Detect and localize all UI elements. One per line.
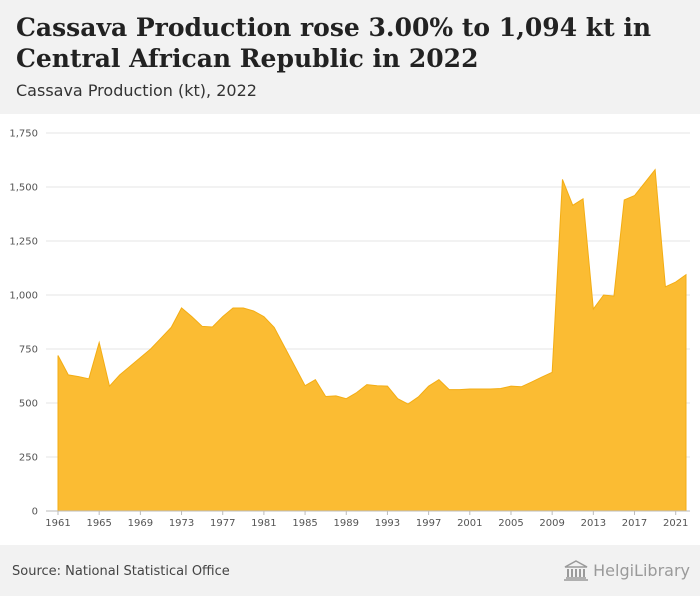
x-tick-label: 1997 bbox=[416, 518, 441, 529]
header-band: Cassava Production rose 3.00% to 1,094 k… bbox=[0, 0, 700, 114]
x-tick-label: 1981 bbox=[251, 518, 276, 529]
y-tick-label: 0 bbox=[32, 507, 38, 518]
footer-band: Source: National Statistical Office Helg… bbox=[0, 545, 700, 596]
chart-area: 0 250 500 750 1,000 1,250 1,500 1,750 1961 1965 19… bbox=[0, 114, 700, 544]
brand-name: HelgiLibrary bbox=[593, 560, 690, 580]
chart-title: Cassava Production rose 3.00% to 1,094 k… bbox=[16, 13, 652, 73]
x-tick-label: 1993 bbox=[375, 518, 400, 529]
y-tick-label: 500 bbox=[19, 399, 38, 410]
x-tick-label: 1985 bbox=[292, 518, 317, 529]
y-tick-label: 250 bbox=[19, 453, 38, 464]
y-tick-label: 1,750 bbox=[9, 129, 38, 140]
x-tick-label: 2013 bbox=[581, 518, 606, 529]
y-tick-label: 1,000 bbox=[9, 291, 38, 302]
area-series bbox=[57, 168, 687, 512]
x-tick-label: 2005 bbox=[498, 518, 523, 529]
x-tick-label: 1969 bbox=[128, 518, 153, 529]
area-chart: 0 250 500 750 1,000 1,250 1,500 1,750 1961 1965 19… bbox=[9, 129, 690, 529]
x-tick-label: 1961 bbox=[45, 518, 70, 529]
y-tick-label: 1,500 bbox=[9, 183, 38, 194]
x-tick-label: 1973 bbox=[169, 518, 194, 529]
x-tick-label: 1989 bbox=[334, 518, 359, 529]
x-tick-label: 2001 bbox=[457, 518, 482, 529]
y-tick-label: 750 bbox=[19, 345, 38, 356]
x-tick-label: 2021 bbox=[663, 518, 688, 529]
x-tick-label: 2009 bbox=[539, 518, 564, 529]
x-tick-label: 1977 bbox=[210, 518, 235, 529]
source-note: Source: National Statistical Office bbox=[12, 564, 230, 579]
library-building-icon bbox=[564, 560, 589, 581]
chart-subtitle: Cassava Production (kt), 2022 bbox=[16, 81, 257, 100]
y-tick-label: 1,250 bbox=[9, 237, 38, 248]
x-tick-label: 1965 bbox=[86, 518, 111, 529]
brand-logo[interactable]: HelgiLibrary bbox=[563, 558, 690, 582]
x-tick-label: 2017 bbox=[622, 518, 647, 529]
